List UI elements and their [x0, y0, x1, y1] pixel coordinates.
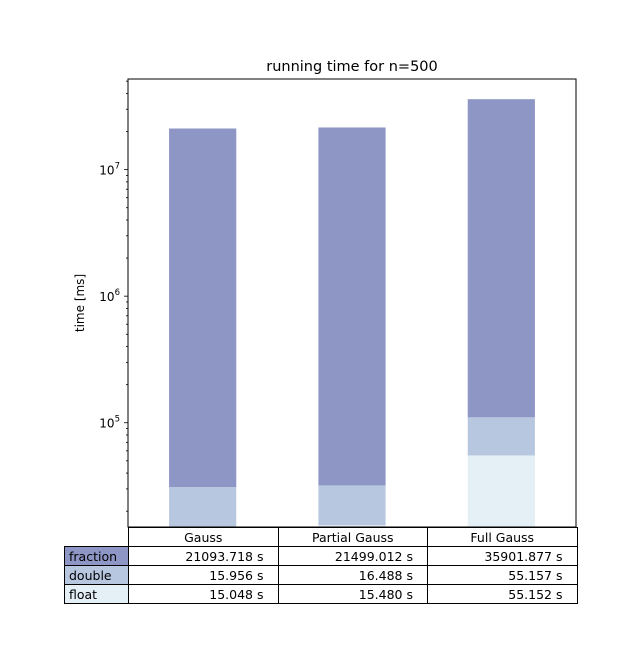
table-column-header: Gauss: [128, 527, 279, 547]
bars-layer: [169, 99, 535, 527]
bar-float-1: [318, 525, 386, 527]
table-row-header: fraction: [64, 546, 129, 566]
bar-double-0: [169, 487, 237, 527]
table-row-double: double 15.956 s 16.488 s 55.157 s: [64, 565, 578, 585]
y-axis-label: time [ms]: [73, 274, 87, 332]
table-cell: 15.048 s: [128, 584, 279, 604]
y-minor-ticks: [126, 80, 128, 512]
table-row-header: float: [64, 584, 129, 604]
table-column-header: Full Gauss: [427, 527, 578, 547]
table-cell: 16.488 s: [277, 565, 428, 585]
table-cell: 21093.718 s: [128, 546, 279, 566]
table-cell: 21499.012 s: [277, 546, 428, 566]
table-cell: 55.152 s: [427, 584, 578, 604]
y-tick-label: 106: [99, 288, 120, 304]
bar-double-1: [318, 485, 386, 526]
bar-double-2: [467, 417, 535, 456]
bar-fraction-0: [169, 128, 237, 488]
table-cell: 15.956 s: [128, 565, 279, 585]
table-row-fraction: fraction 21093.718 s 21499.012 s 35901.877 …: [64, 546, 578, 566]
bar-fraction-1: [318, 127, 386, 486]
table-row-float: float 15.048 s 15.480 s 55.152 s: [64, 584, 578, 604]
table-cell: 55.157 s: [427, 565, 578, 585]
y-major-ticks: 105 106 107: [99, 162, 128, 431]
table-header-row: Gauss Partial Gauss Full Gauss: [65, 527, 578, 547]
table-cell: 35901.877 s: [427, 546, 578, 566]
bar-float-2: [467, 455, 535, 527]
table-cell: 15.480 s: [277, 584, 428, 604]
y-tick-label: 105: [99, 415, 120, 431]
table-row-header: double: [64, 565, 129, 585]
table-column-header: Partial Gauss: [277, 527, 428, 547]
bar-fraction-2: [467, 99, 535, 418]
y-tick-label: 107: [99, 162, 120, 178]
table-corner: [65, 528, 129, 547]
chart-title: running time for n=500: [266, 59, 438, 75]
data-table: Gauss Partial Gauss Full Gauss fraction 2109…: [64, 527, 578, 604]
